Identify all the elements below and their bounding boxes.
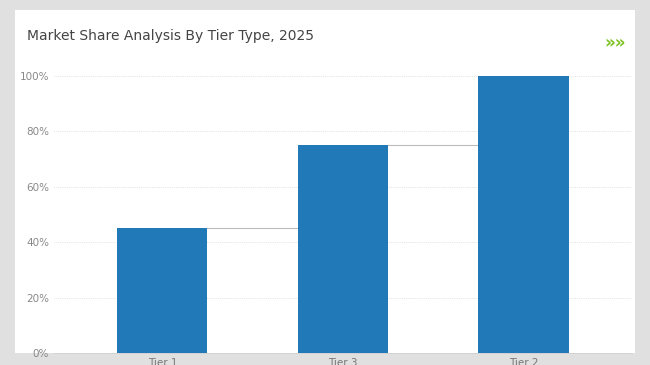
Text: Market Share Analysis By Tier Type, 2025: Market Share Analysis By Tier Type, 2025	[27, 30, 315, 43]
Bar	[117, 228, 207, 353]
Text: »»: »»	[604, 35, 626, 53]
Bar	[478, 76, 569, 353]
Bar	[298, 145, 388, 353]
